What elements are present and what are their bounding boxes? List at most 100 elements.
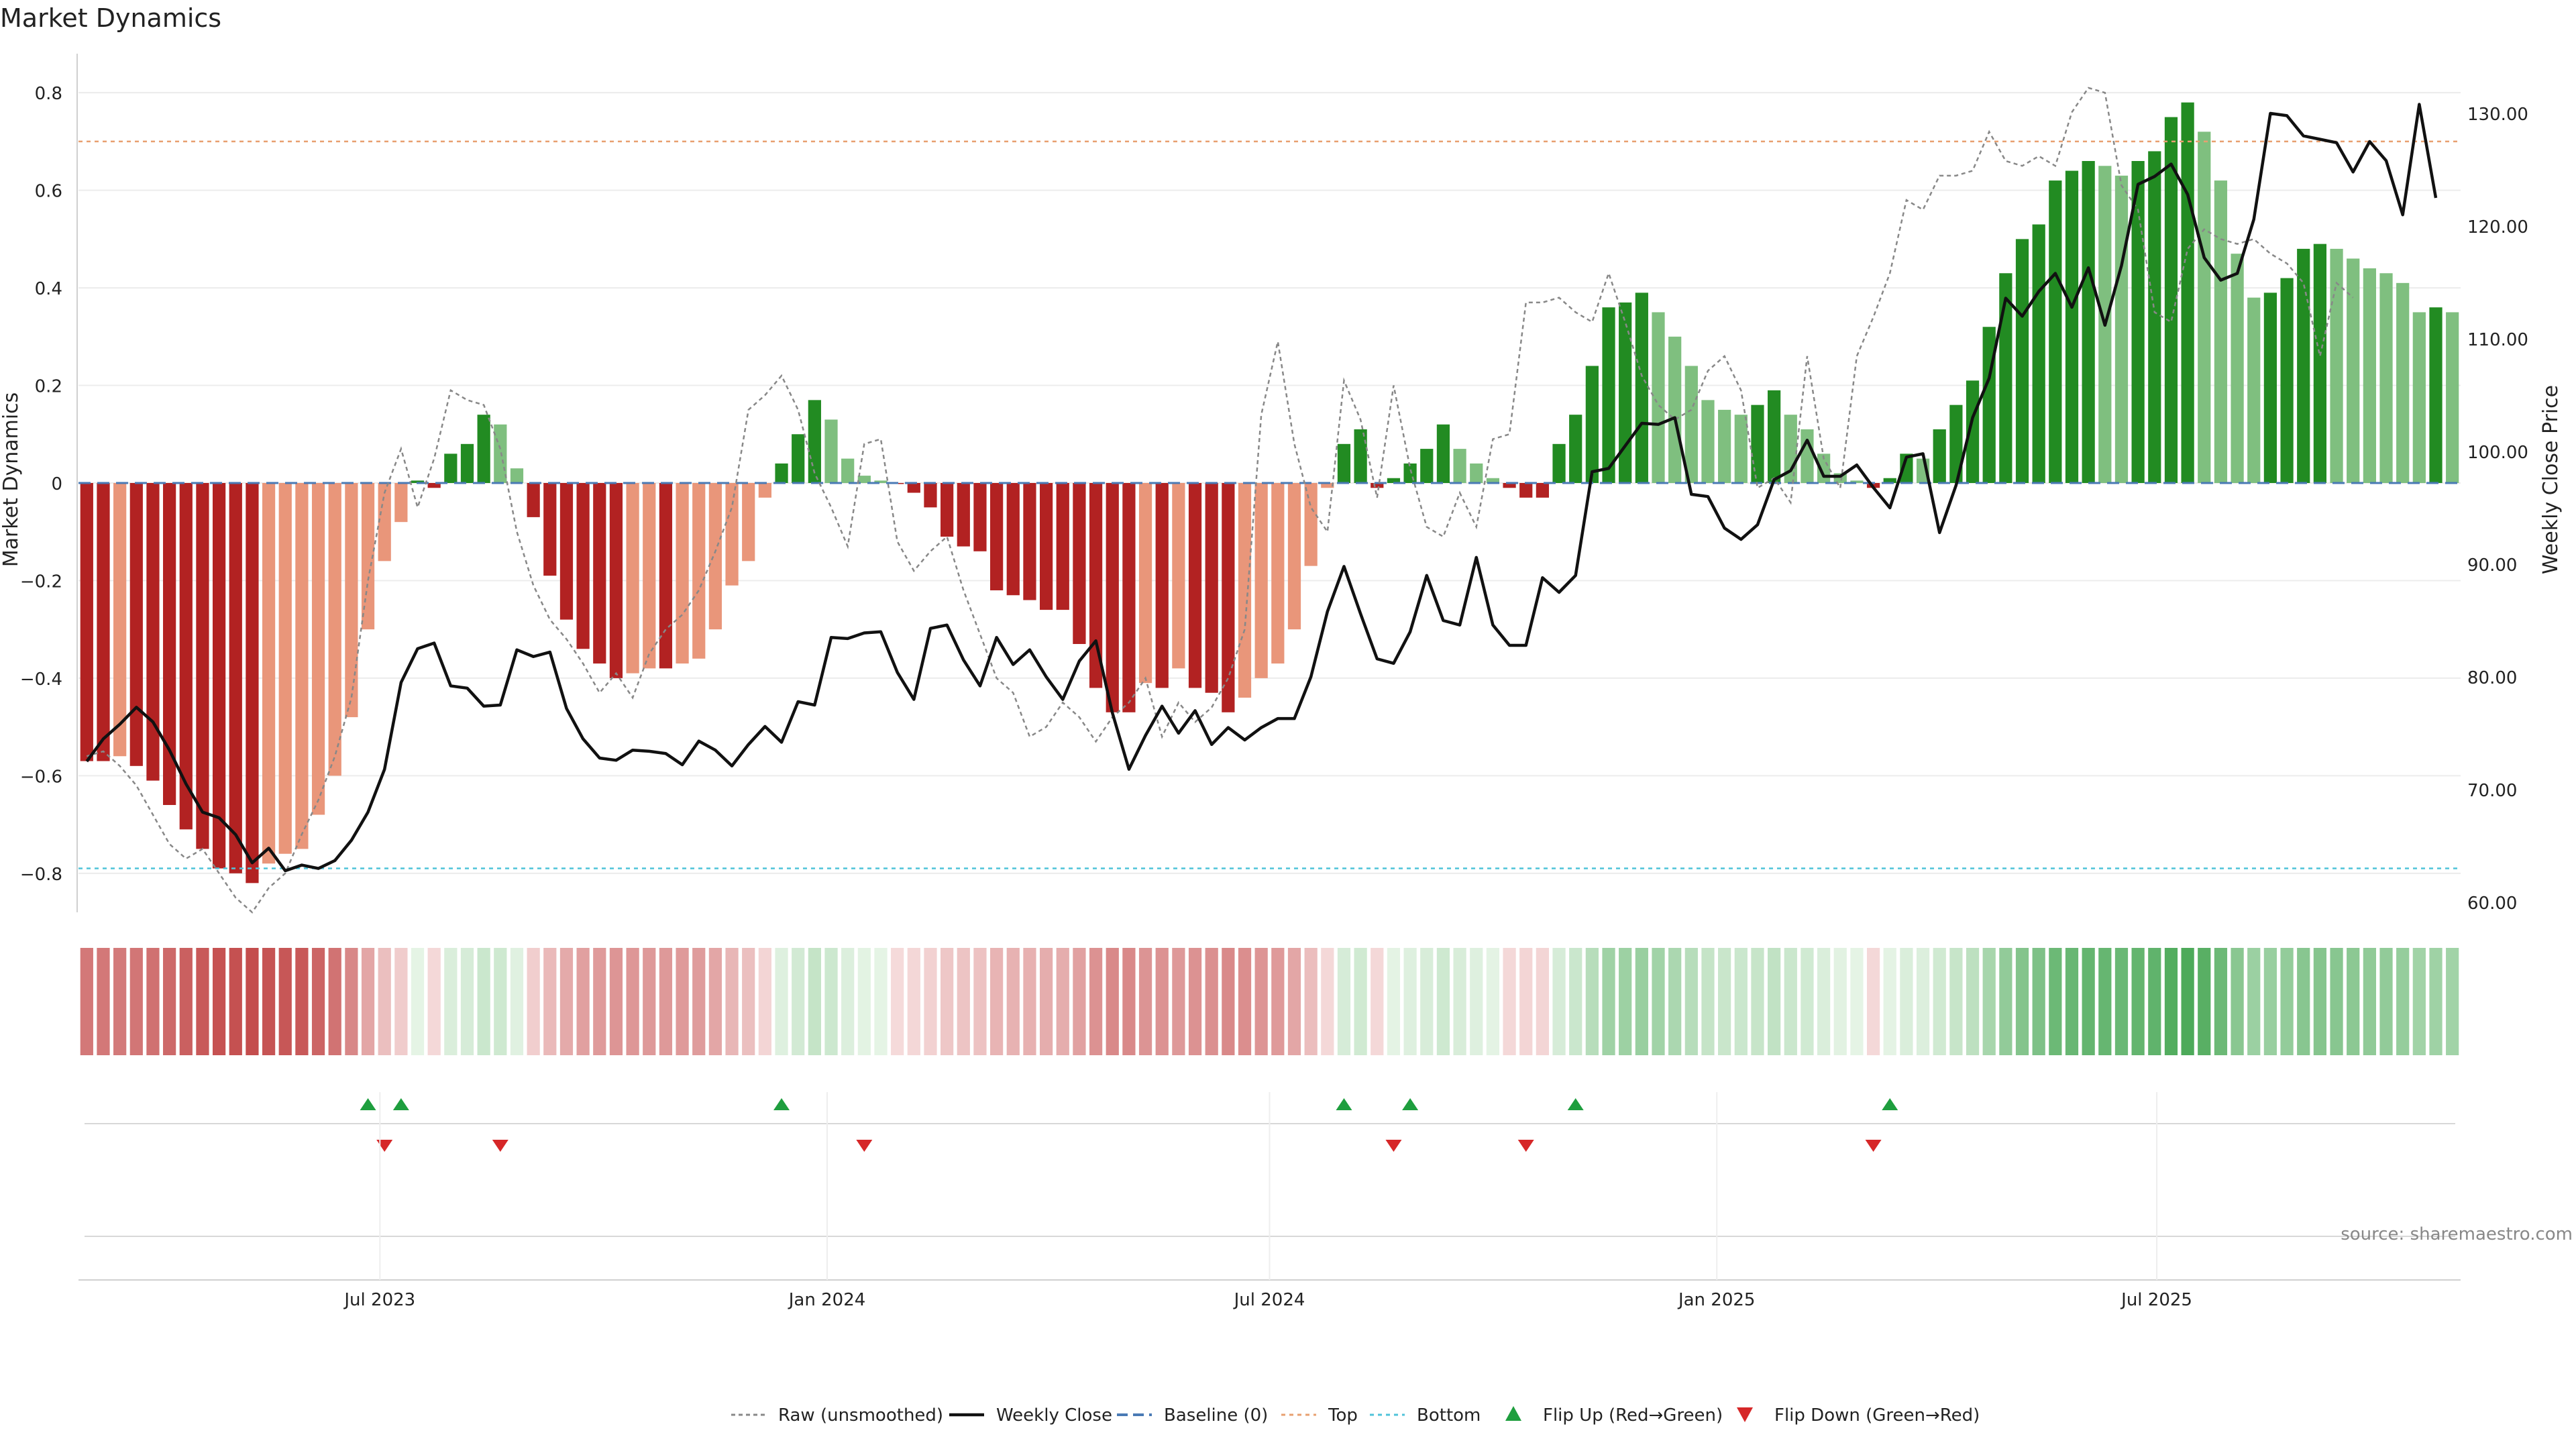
heat-strip-cell <box>1602 948 1615 1055</box>
heat-strip-cell <box>1718 948 1731 1055</box>
dynamics-bar <box>1552 443 1566 483</box>
dynamics-bar <box>2148 151 2161 484</box>
dynamics-bar <box>179 483 193 830</box>
dynamics-bar <box>2396 282 2410 483</box>
dynamics-bar <box>394 483 408 523</box>
heat-strip-cell <box>1768 948 1781 1055</box>
heat-strip-cell <box>2247 948 2261 1055</box>
heat-strip-cell <box>1354 948 1367 1055</box>
dynamics-bar <box>841 458 855 483</box>
series-lines <box>85 87 2438 914</box>
dynamics-bar <box>742 483 755 561</box>
dynamics-bar <box>1420 449 1434 483</box>
dynamics-bar <box>378 483 391 561</box>
heat-strip-cell <box>609 948 623 1055</box>
dynamics-bar <box>229 483 242 873</box>
heat-strip-cell <box>345 948 358 1055</box>
heat-strip-cell <box>527 948 540 1055</box>
dynamics-bar <box>1486 478 1500 483</box>
legend-flip-up-swatch <box>1505 1406 1521 1421</box>
dynamics-bar <box>808 400 821 483</box>
dynamics-bar <box>146 483 160 781</box>
heat-strip-cell <box>1866 948 1880 1055</box>
heat-strip-cell <box>1138 948 1152 1055</box>
heat-strip-cell <box>957 948 970 1055</box>
dynamics-bar <box>411 480 425 483</box>
dynamics-bar <box>1635 292 1648 483</box>
heat-strip-cell <box>2379 948 2393 1055</box>
dynamics-bar <box>676 483 689 664</box>
dynamics-bar <box>1519 483 1533 498</box>
dynamics-bar <box>792 434 805 483</box>
heat-strip-cell <box>460 948 474 1055</box>
heat-strip-cell <box>1205 948 1218 1055</box>
x-tick-label: Jul 2025 <box>2120 1290 2192 1310</box>
dynamics-bar <box>2181 102 2194 483</box>
heat-strip-cell <box>1734 948 1748 1055</box>
heat-strip-cell <box>2098 948 2112 1055</box>
dynamics-bar <box>941 483 954 537</box>
heat-strip-cell <box>924 948 937 1055</box>
heat-strip-cell <box>1833 948 1847 1055</box>
heat-strip-cell <box>1188 948 1202 1055</box>
dynamics-bar <box>2131 161 2145 483</box>
heat-strip-cell <box>775 948 788 1055</box>
dynamics-bar <box>1436 424 1450 483</box>
weekly-close-line <box>85 103 2438 873</box>
dynamics-bar <box>1238 483 1252 698</box>
heat-strip-cell <box>1784 948 1797 1055</box>
y2-tick-label: 60.00 <box>2467 894 2517 914</box>
heat-strip-cell <box>1006 948 1020 1055</box>
heat-strip-cell <box>378 948 391 1055</box>
y-tick-label: 0.2 <box>35 377 62 397</box>
y-tick-label: 0.4 <box>35 279 62 299</box>
y-tick-label: 0.6 <box>35 182 62 202</box>
dynamics-bar <box>1668 336 1682 483</box>
dynamics-bar <box>1138 483 1152 684</box>
dynamics-bar <box>1387 478 1401 483</box>
dynamics-bar <box>1470 463 1483 483</box>
heat-strip-cell <box>874 948 888 1055</box>
x-tick-label: Jan 2025 <box>1677 1290 1756 1310</box>
legend-flip-down-swatch <box>1737 1407 1753 1422</box>
heat-strip-cell <box>97 948 110 1055</box>
legend-label: Baseline (0) <box>1164 1405 1268 1426</box>
dynamics-bar <box>1453 449 1466 483</box>
heat-strip-cell <box>907 948 920 1055</box>
heat-strip-cell <box>1933 948 1946 1055</box>
heat-strip-cell <box>1238 948 1252 1055</box>
heat-strip-cell <box>1089 948 1103 1055</box>
heat-strip-cell <box>941 948 954 1055</box>
heat-strip-cell <box>1999 948 2012 1055</box>
heat-strip-cell <box>708 948 722 1055</box>
dynamics-bar <box>2363 268 2376 483</box>
heat-strip-cell <box>1387 948 1401 1055</box>
chart-title: Market Dynamics <box>0 3 221 33</box>
heat-strip-cell <box>1668 948 1682 1055</box>
dynamics-bar <box>1205 483 1218 693</box>
heat-strip-cell <box>477 948 490 1055</box>
heat-strip-cell <box>1635 948 1648 1055</box>
y-tick-label: −0.2 <box>20 572 62 592</box>
dynamics-bar <box>2347 258 2360 483</box>
dynamics-bar <box>924 483 937 508</box>
heat-strip-cell <box>1337 948 1351 1055</box>
heat-strip-cell <box>2082 948 2095 1055</box>
x-tick-label: Jul 2024 <box>1233 1290 1305 1310</box>
dynamics-bar <box>857 476 871 483</box>
dynamics-bar <box>824 419 838 483</box>
dynamics-bar <box>758 483 771 498</box>
legend-label: Flip Down (Green→Red) <box>1774 1405 1980 1426</box>
flip-down-marker <box>1517 1140 1534 1152</box>
heat-strip-cell <box>196 948 209 1055</box>
dynamics-bar <box>2313 244 2327 483</box>
heat-strip-cell <box>361 948 375 1055</box>
dynamics-bar <box>2198 131 2211 483</box>
dynamics-bar <box>2015 239 2029 483</box>
dynamics-bar <box>1122 483 1136 712</box>
dynamics-bar <box>2114 175 2129 483</box>
y2-tick-label: 70.00 <box>2467 781 2517 801</box>
legend-label: Bottom <box>1417 1405 1481 1426</box>
heat-strip-cell <box>593 948 606 1055</box>
dynamics-bar <box>527 483 540 517</box>
